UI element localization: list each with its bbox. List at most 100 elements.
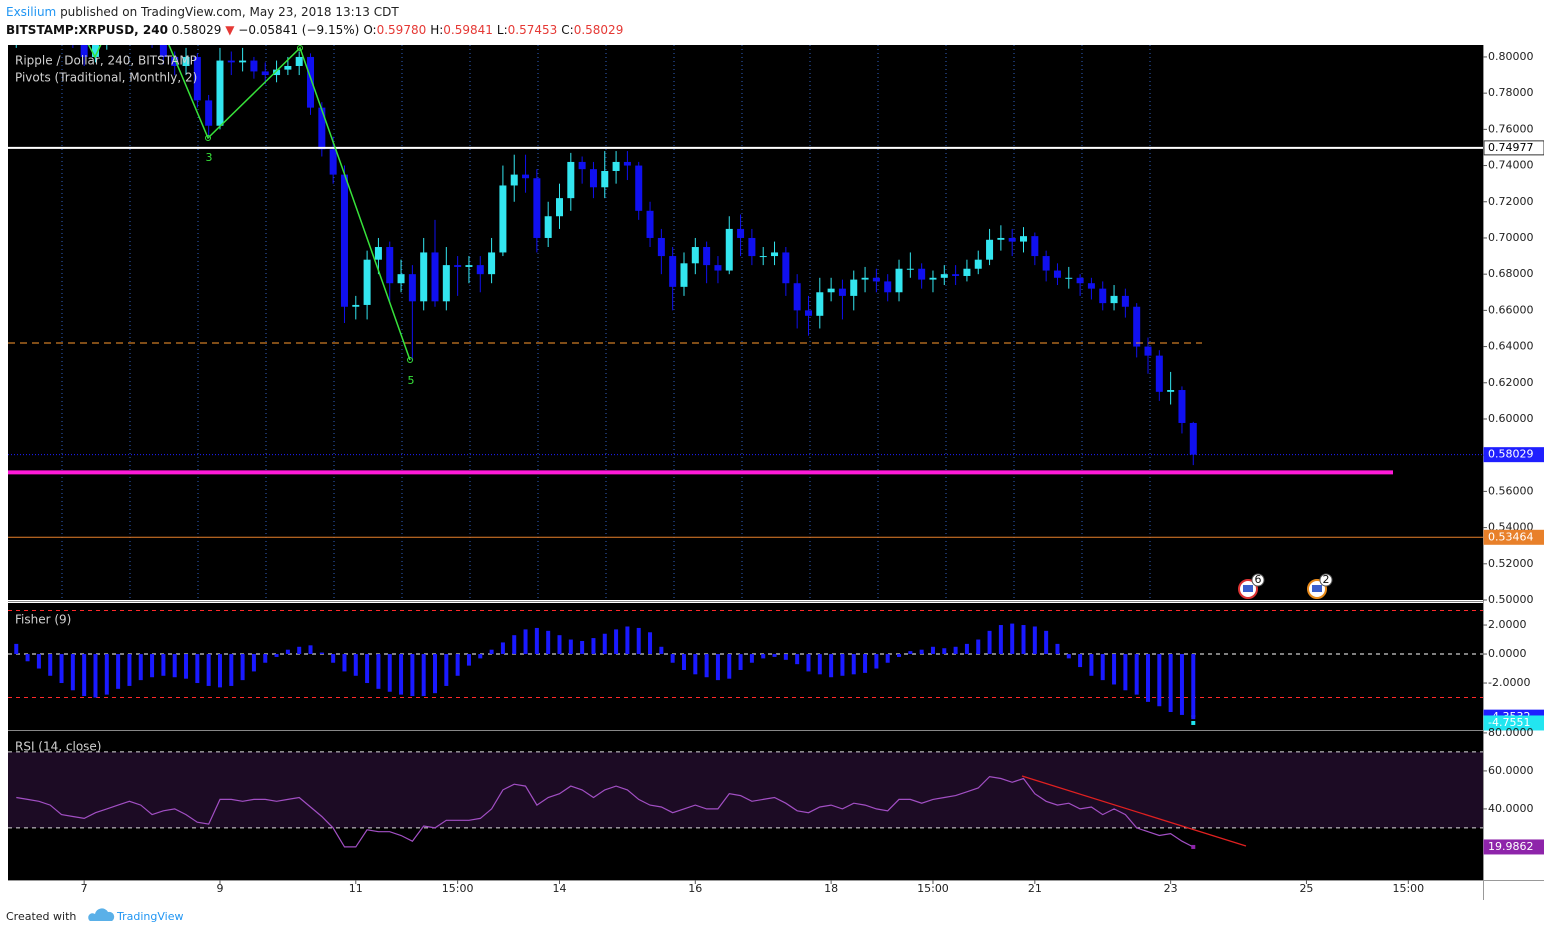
fisher-bar — [217, 654, 222, 688]
brand[interactable]: TradingView — [116, 910, 183, 923]
candle-body — [216, 60, 224, 126]
event-icon[interactable]: 2 — [1307, 573, 1333, 599]
candle-body — [465, 265, 473, 267]
y-tick-label: 0.68000 — [1488, 267, 1534, 280]
candle-body — [737, 228, 745, 238]
fisher-bar — [806, 654, 811, 672]
candle-body — [1133, 306, 1141, 347]
y-tick-label: 0.50000 — [1488, 593, 1534, 606]
candle-body — [261, 71, 269, 76]
fisher-bar — [749, 654, 754, 663]
fisher-bar — [59, 654, 64, 684]
event-icon[interactable]: 6 — [1238, 573, 1265, 599]
y-tick-label: -2.0000 — [1488, 676, 1530, 689]
y-tick-label: 0.74000 — [1488, 159, 1534, 172]
rsi-line — [16, 775, 1194, 848]
x-tick-label: 15:00 — [917, 882, 949, 895]
fisher-bar — [783, 654, 788, 660]
fisher-bar — [104, 654, 109, 695]
fisher-bar — [433, 654, 438, 694]
candle-body — [703, 247, 711, 266]
fisher-bar — [851, 654, 856, 675]
fisher-bar — [523, 629, 528, 655]
ohlc-value: 0.59780 — [377, 23, 427, 37]
candle-body — [1042, 256, 1050, 271]
candle-body — [499, 185, 507, 253]
candle-body — [963, 268, 971, 276]
candle-body — [884, 281, 892, 293]
fisher-bar — [670, 654, 675, 663]
symbol-line: BITSTAMP:XRPUSD, 240 0.58029 ▼ −0.05841 … — [6, 23, 623, 37]
candle-body — [442, 265, 450, 302]
candle-body — [635, 165, 643, 211]
fisher-bar — [455, 654, 460, 676]
fisher-bar — [1010, 623, 1015, 655]
rsi-marks — [8, 751, 1483, 849]
x-tick-label: 18 — [824, 882, 838, 895]
candle-body — [91, 45, 99, 57]
x-tick-label: 15:00 — [442, 882, 474, 895]
fisher-bar — [591, 638, 596, 655]
wave-drawing — [87, 45, 413, 363]
pivot-legend: Pivots (Traditional, Monthly, 2) — [15, 71, 197, 85]
candle-body — [1178, 390, 1186, 423]
candle-body — [1065, 277, 1073, 279]
fisher-bar — [150, 654, 155, 678]
candle-body — [589, 169, 597, 188]
fisher-panel — [8, 603, 1483, 730]
fisher-bar — [478, 654, 483, 659]
event-flag — [1312, 585, 1322, 592]
fisher-bar — [580, 640, 585, 655]
wave-point — [407, 357, 413, 363]
price-tag-label: 0.74977 — [1488, 141, 1534, 154]
fisher-bar — [500, 642, 505, 655]
event-flag — [1243, 585, 1253, 592]
candle-body — [974, 259, 982, 269]
candle-body — [431, 252, 439, 302]
fisher-bar — [1146, 654, 1151, 702]
candle-body — [612, 161, 620, 171]
brand-logo[interactable] — [88, 908, 115, 921]
y-tick-label: 80.0000 — [1488, 726, 1534, 739]
fisher-bar — [1044, 630, 1049, 655]
event-count: 6 — [1255, 573, 1262, 586]
wave-point — [297, 45, 303, 51]
fisher-bar — [897, 654, 902, 657]
fisher-bar — [930, 646, 935, 655]
fisher-bar — [421, 654, 426, 697]
fisher-bar — [161, 654, 166, 676]
fisher-bar — [353, 654, 358, 676]
price-tag-label: 19.9862 — [1488, 840, 1534, 853]
fisher-bar — [534, 627, 539, 655]
price-tag-label: 0.53464 — [1488, 530, 1534, 543]
fisher-bar — [1168, 654, 1173, 713]
candle-body — [182, 56, 190, 66]
fisher-bar — [1191, 654, 1196, 718]
fisher-bar — [738, 654, 743, 670]
author[interactable]: Exsilium — [6, 5, 56, 19]
fisher-bar — [840, 654, 845, 676]
price-tag — [1483, 140, 1544, 156]
candle-body — [1076, 277, 1084, 284]
y-tick-label: 0.70000 — [1488, 231, 1534, 244]
candle-body — [850, 279, 858, 296]
x-tick-label: 15:00 — [1392, 882, 1424, 895]
ohlc-label: H: — [430, 23, 443, 37]
fisher-bar — [229, 654, 234, 686]
fisher-bar — [625, 626, 630, 655]
fisher-bar — [1055, 643, 1060, 655]
candle-body — [420, 252, 428, 302]
x-tick-label: 21 — [1028, 882, 1042, 895]
price-legend: Ripple / Dollar, 240, BITSTAMP — [15, 54, 197, 68]
fisher-bar — [885, 654, 890, 663]
candle-body — [522, 174, 530, 179]
y-tick-label: 0.56000 — [1488, 484, 1534, 497]
fisher-bar — [297, 646, 302, 655]
x-tick-label: 16 — [688, 882, 702, 895]
fisher-marks — [8, 610, 1483, 725]
y-tick-label: 0.66000 — [1488, 303, 1534, 316]
fisher-bar — [602, 633, 607, 655]
fisher-bar — [953, 646, 958, 655]
rsi-legend: RSI (14, close) — [15, 740, 101, 754]
ohlc-value: 0.57453 — [508, 23, 558, 37]
